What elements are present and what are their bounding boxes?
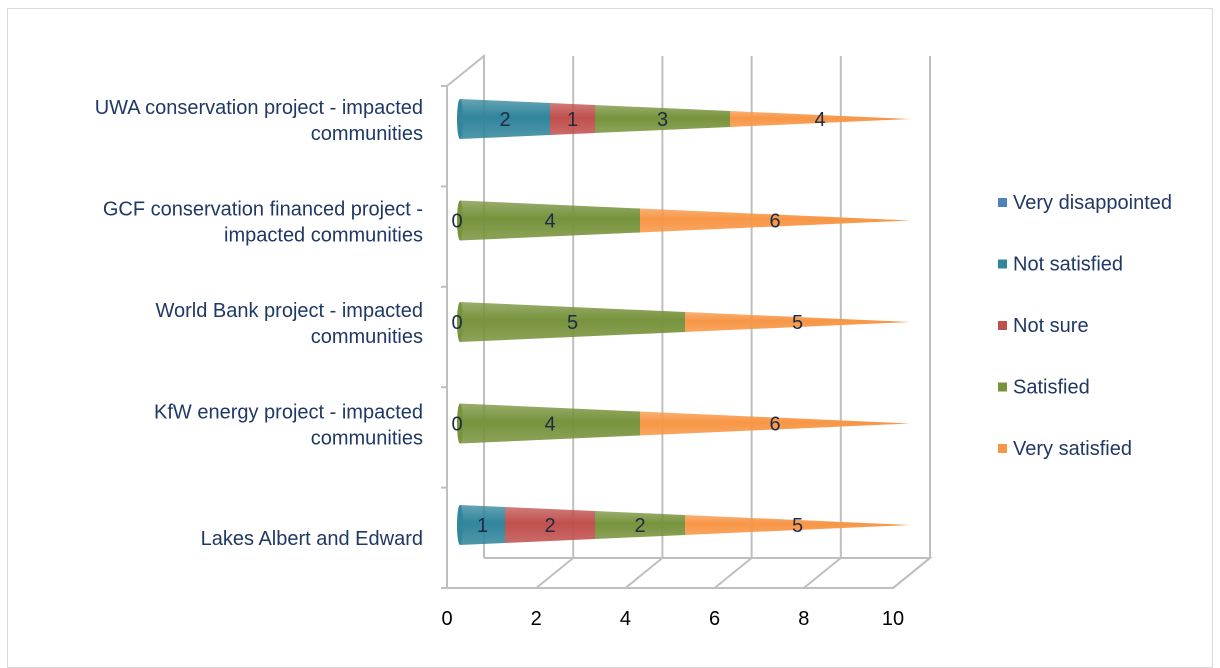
chart-data-labels: 2 1 3 4 0 4 6 0 5 5 0 4 6 1 2 2 5 xyxy=(451,109,825,537)
chart-category-labels: UWA conservation project - impacted commu… xyxy=(95,97,423,550)
category-label: impacted communities xyxy=(224,225,423,247)
category-label: UWA conservation project - impacted xyxy=(95,97,423,119)
data-label: 5 xyxy=(792,515,803,537)
legend-swatch xyxy=(998,198,1007,207)
data-label: 6 xyxy=(769,414,780,436)
bar-segment xyxy=(505,507,595,543)
category-label: Lakes Albert and Edward xyxy=(201,528,423,550)
bar-segment xyxy=(685,515,910,535)
bar-segment xyxy=(595,511,685,539)
cone-bar-chart: 2 1 3 4 0 4 6 0 5 5 0 4 6 1 2 2 5 UWA conservation proje… xyxy=(95,53,1172,630)
data-label: 1 xyxy=(477,515,488,537)
floor xyxy=(447,557,933,589)
bar-segment xyxy=(685,312,910,332)
x-tick-label: 10 xyxy=(882,608,904,630)
floor-gridline xyxy=(535,557,574,589)
chart-legend: Very disappointed Not satisfied Not sure Sa… xyxy=(998,192,1172,460)
data-label: 0 xyxy=(451,211,462,233)
category-label: communities xyxy=(311,326,423,348)
floor-gridline xyxy=(713,557,753,589)
cone-base xyxy=(457,403,463,444)
x-tick-label: 2 xyxy=(531,608,542,630)
data-label: 2 xyxy=(544,515,555,537)
chart-tick-labels: 0 2 4 6 8 10 xyxy=(441,608,904,630)
data-label: 1 xyxy=(567,109,578,131)
data-label: 5 xyxy=(567,312,578,334)
data-label: 3 xyxy=(657,109,668,131)
x-tick-label: 0 xyxy=(441,608,452,630)
x-tick-label: 8 xyxy=(798,608,809,630)
category-label: communities xyxy=(311,428,423,450)
floor-gridline xyxy=(892,557,931,589)
category-label: World Bank project - impacted xyxy=(155,300,423,322)
data-label: 6 xyxy=(769,211,780,233)
floor-gridline xyxy=(624,557,664,589)
legend-swatch xyxy=(998,382,1007,392)
legend-swatch xyxy=(998,321,1007,330)
bar-segment xyxy=(460,200,640,241)
data-label: 2 xyxy=(499,109,510,131)
bar-segment xyxy=(460,505,505,545)
bar-segment xyxy=(730,111,910,127)
bar-segment xyxy=(460,302,685,342)
legend-label: Very disappointed xyxy=(1013,192,1172,214)
floor-gridline xyxy=(803,557,842,589)
legend-label: Not sure xyxy=(1013,315,1089,337)
cone-base xyxy=(457,302,463,342)
cone-base xyxy=(457,200,463,241)
legend-swatch xyxy=(998,444,1007,453)
category-label: communities xyxy=(311,123,423,145)
data-label: 0 xyxy=(451,414,462,436)
data-label: 2 xyxy=(634,515,645,537)
data-label: 5 xyxy=(792,312,803,334)
legend-label: Satisfied xyxy=(1013,377,1090,399)
chart-gridlines xyxy=(535,56,931,589)
bar-segment xyxy=(460,99,550,139)
bar-segment xyxy=(640,208,910,233)
category-label: GCF conservation financed project - xyxy=(103,199,423,221)
category-label: KfW energy project - impacted xyxy=(154,402,423,424)
bar-segment xyxy=(550,103,595,135)
data-label: 4 xyxy=(544,211,555,233)
bar-segment xyxy=(595,105,730,133)
bar-segment xyxy=(640,411,910,436)
bar-segment xyxy=(460,403,640,444)
legend-swatch xyxy=(998,259,1007,269)
data-label: 4 xyxy=(814,109,825,131)
cone-base xyxy=(457,99,463,139)
legend-label: Very satisfied xyxy=(1013,438,1132,460)
x-tick-label: 6 xyxy=(709,608,720,630)
cone-base xyxy=(457,505,463,545)
chart-bars xyxy=(457,99,910,545)
data-label: 0 xyxy=(451,312,462,334)
data-label: 4 xyxy=(544,414,555,436)
x-tick-label: 4 xyxy=(620,608,631,630)
legend-label: Not satisfied xyxy=(1013,254,1123,276)
